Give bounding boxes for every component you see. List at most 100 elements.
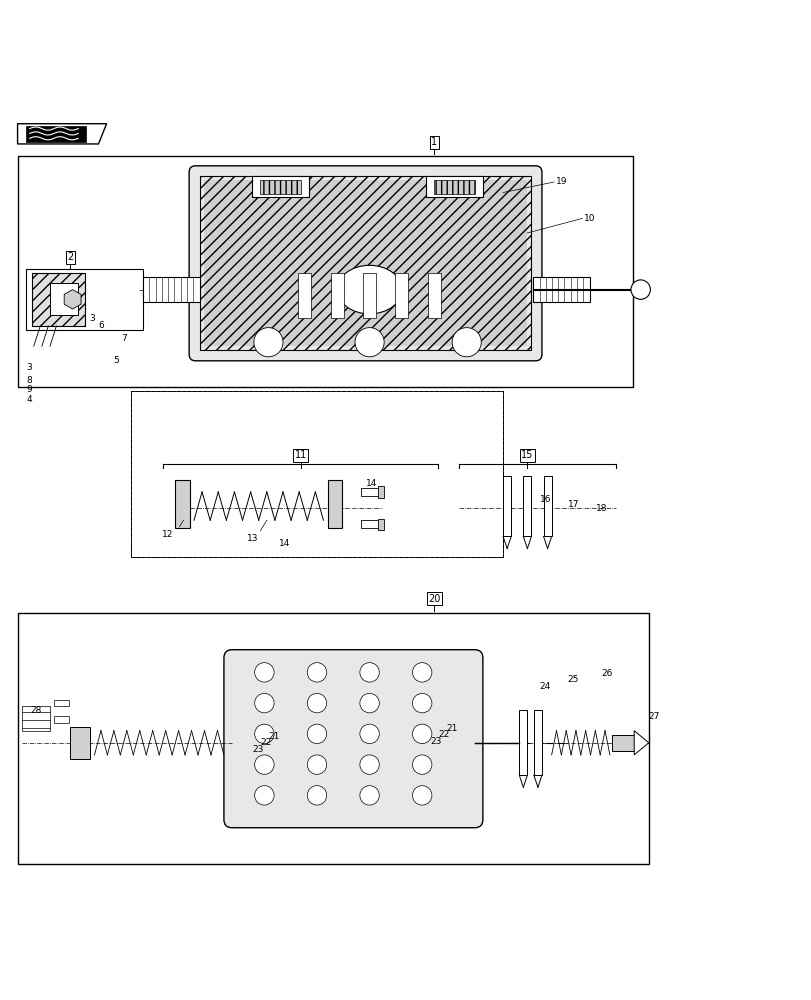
- Text: 26: 26: [601, 669, 612, 678]
- Circle shape: [412, 724, 431, 744]
- Bar: [26, 269, 143, 330]
- Polygon shape: [18, 124, 106, 144]
- Bar: [330, 273, 343, 318]
- Bar: [523, 476, 530, 536]
- Text: 15: 15: [521, 450, 533, 460]
- Ellipse shape: [337, 265, 401, 314]
- Bar: [54, 716, 68, 723]
- Text: 23: 23: [252, 745, 264, 754]
- Bar: [32, 273, 84, 326]
- Bar: [260, 180, 300, 194]
- Circle shape: [412, 663, 431, 682]
- Text: 16: 16: [539, 495, 551, 504]
- Bar: [533, 710, 541, 775]
- Bar: [611, 735, 636, 751]
- Text: 19: 19: [555, 177, 567, 186]
- FancyBboxPatch shape: [189, 166, 541, 361]
- Circle shape: [359, 663, 379, 682]
- Text: 4: 4: [27, 395, 32, 404]
- Bar: [131, 391, 503, 557]
- Text: 9: 9: [26, 385, 32, 394]
- Circle shape: [307, 663, 326, 682]
- Bar: [503, 476, 511, 536]
- Text: 25: 25: [567, 675, 578, 684]
- Bar: [298, 273, 311, 318]
- Bar: [377, 519, 384, 530]
- Bar: [70, 727, 90, 759]
- Bar: [361, 520, 381, 528]
- Circle shape: [630, 280, 650, 299]
- Bar: [363, 273, 375, 318]
- Bar: [50, 283, 78, 315]
- Text: 1: 1: [431, 137, 437, 147]
- Bar: [18, 613, 648, 864]
- Bar: [143, 277, 200, 302]
- Circle shape: [255, 724, 274, 744]
- Text: 22: 22: [260, 738, 271, 747]
- Bar: [204, 180, 526, 346]
- Circle shape: [354, 328, 384, 357]
- Text: 14: 14: [365, 479, 376, 488]
- Bar: [131, 391, 503, 557]
- Text: 12: 12: [161, 530, 173, 539]
- Bar: [361, 488, 381, 496]
- Text: 21: 21: [446, 724, 457, 733]
- Text: 23: 23: [430, 737, 441, 746]
- Text: 11: 11: [294, 450, 307, 460]
- Bar: [519, 710, 526, 775]
- Text: 21: 21: [268, 732, 280, 741]
- FancyBboxPatch shape: [224, 650, 483, 828]
- Text: 17: 17: [567, 500, 578, 509]
- Bar: [426, 176, 483, 197]
- Bar: [327, 480, 341, 528]
- Text: 22: 22: [438, 730, 449, 739]
- Bar: [532, 277, 589, 302]
- Bar: [54, 700, 68, 706]
- Circle shape: [359, 755, 379, 774]
- Circle shape: [307, 724, 326, 744]
- Circle shape: [254, 328, 283, 357]
- Text: 6: 6: [98, 321, 104, 330]
- Text: 5: 5: [113, 356, 118, 365]
- Bar: [543, 476, 551, 536]
- Circle shape: [412, 755, 431, 774]
- Circle shape: [452, 328, 481, 357]
- Bar: [32, 273, 84, 326]
- Polygon shape: [633, 731, 648, 755]
- Bar: [26, 126, 86, 142]
- Circle shape: [359, 693, 379, 713]
- Text: 10: 10: [583, 214, 594, 223]
- Text: 28: 28: [31, 706, 42, 715]
- Text: 18: 18: [595, 504, 607, 513]
- Text: 8: 8: [26, 376, 32, 385]
- Circle shape: [255, 693, 274, 713]
- Circle shape: [412, 693, 431, 713]
- Circle shape: [255, 663, 274, 682]
- Circle shape: [359, 724, 379, 744]
- Bar: [377, 486, 384, 498]
- Circle shape: [307, 693, 326, 713]
- Text: 7: 7: [121, 334, 127, 343]
- Bar: [434, 180, 474, 194]
- Text: 2: 2: [67, 252, 73, 262]
- Circle shape: [255, 755, 274, 774]
- Text: 24: 24: [539, 682, 550, 691]
- Bar: [18, 156, 632, 387]
- Text: 3: 3: [88, 314, 94, 323]
- Circle shape: [412, 786, 431, 805]
- Bar: [22, 706, 50, 731]
- Text: 13: 13: [247, 534, 258, 543]
- Bar: [175, 480, 190, 528]
- Circle shape: [255, 786, 274, 805]
- Text: 3: 3: [26, 363, 32, 372]
- Text: 14: 14: [279, 539, 290, 548]
- Circle shape: [359, 786, 379, 805]
- Bar: [427, 273, 440, 318]
- Bar: [252, 176, 308, 197]
- Bar: [395, 273, 408, 318]
- Circle shape: [307, 755, 326, 774]
- Text: 20: 20: [427, 594, 440, 604]
- Bar: [200, 176, 530, 350]
- Text: 27: 27: [648, 712, 659, 721]
- Circle shape: [307, 786, 326, 805]
